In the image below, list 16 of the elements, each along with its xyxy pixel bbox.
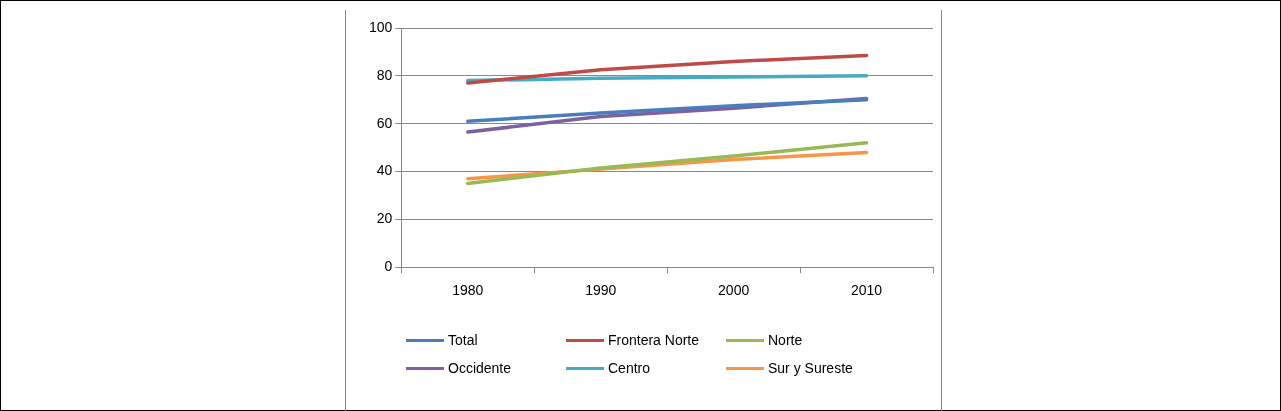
legend-label: Total [448,332,478,348]
y-tick-label: 60 [376,114,393,131]
x-tick-label: 2000 [718,282,750,299]
legend-label: Norte [768,332,803,348]
legend-label: Occidente [448,360,512,376]
x-tick-label: 1990 [585,282,617,299]
y-tick-label: 40 [376,162,393,179]
legend-label: Sur y Sureste [768,360,853,376]
y-tick-label: 20 [376,210,393,227]
legend-label: Centro [608,360,651,376]
legend-label: Frontera Norte [608,332,700,348]
y-tick-label: 100 [369,18,393,35]
y-tick-label: 80 [376,66,393,83]
y-tick-label: 0 [384,258,393,275]
x-tick-label: 1980 [452,282,484,299]
x-tick-label: 2010 [850,282,883,299]
